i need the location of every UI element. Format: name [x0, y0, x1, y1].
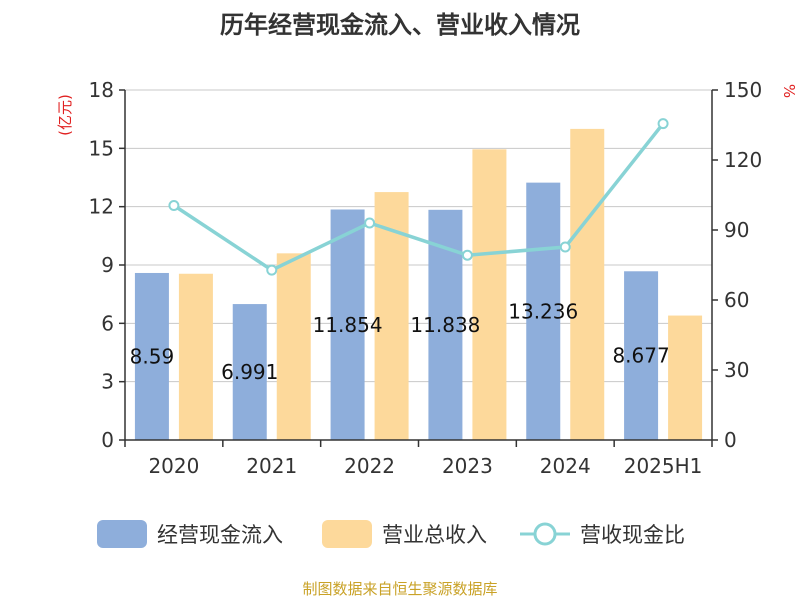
grid-lines: [125, 89, 712, 383]
legend-marker: [533, 522, 557, 546]
right-tick-label: 150: [724, 78, 762, 102]
data-label: 11.838: [410, 313, 480, 337]
left-axis-unit: (亿元): [56, 94, 74, 136]
x-tick-label: 2021: [246, 454, 297, 478]
ratio-point: [559, 241, 571, 253]
legend-label: 经营现金流入: [157, 523, 283, 547]
bar-cash-inflow: [526, 182, 561, 440]
legend-swatch: [322, 520, 372, 548]
axes: 0 3 6 9 12 15 18 0 30 60 90 120 150 2020 2021 2022 2023 2…: [89, 78, 763, 478]
bar-revenue: [668, 315, 703, 440]
x-tick-label: 2025H1: [624, 454, 703, 478]
bar-cash-inflow: [134, 272, 169, 440]
ratio-line: [172, 122, 665, 273]
ratio-point: [364, 217, 376, 229]
bar-cash-inflow: [624, 271, 659, 440]
left-tick-label: 3: [101, 370, 114, 394]
right-axis-unit: %: [780, 84, 798, 98]
ratio-point: [461, 249, 473, 261]
data-label: 8.59: [130, 344, 175, 368]
left-tick-label: 9: [101, 253, 114, 277]
right-tick-label: 30: [724, 358, 749, 382]
left-tick-label: 18: [89, 78, 114, 102]
bar-revenue: [570, 128, 605, 440]
left-tick-label: 15: [89, 136, 114, 160]
left-tick-label: 0: [101, 428, 114, 452]
legend-swatch: [97, 520, 147, 548]
legend-label: 营业总收入: [382, 523, 487, 547]
line-series: [168, 118, 669, 276]
data-label: 8.677: [612, 344, 669, 368]
right-tick-label: 0: [724, 428, 737, 452]
data-label: 13.236: [508, 299, 578, 323]
bar-cash-inflow: [232, 304, 267, 440]
bar-cash-inflow: [330, 209, 365, 440]
ratio-point: [266, 264, 278, 276]
x-tick-label: 2022: [344, 454, 395, 478]
bar-revenue: [472, 149, 507, 441]
x-tick-label: 2024: [540, 454, 591, 478]
right-tick-label: 60: [724, 288, 749, 312]
bar-series: [134, 128, 703, 441]
ratio-point: [657, 118, 669, 130]
legend: 经营现金流入 营业总收入 营收现金比: [97, 520, 685, 548]
data-label: 11.854: [313, 313, 383, 337]
bar-revenue: [178, 273, 213, 440]
x-tick-label: 2023: [442, 454, 493, 478]
legend-label: 营收现金比: [580, 523, 685, 547]
data-labels: 8.59 6.991 11.854 11.838 13.236 8.677: [130, 299, 670, 384]
x-tick-label: 2020: [148, 454, 199, 478]
left-tick-label: 12: [89, 195, 114, 219]
right-tick-label: 90: [724, 218, 749, 242]
source-note: 制图数据来自恒生聚源数据库: [302, 580, 497, 598]
ratio-point: [168, 200, 180, 211]
right-tick-label: 120: [724, 148, 762, 172]
data-label: 6.991: [221, 360, 278, 384]
bar-revenue: [276, 253, 311, 440]
chart-title: 历年经营现金流入、营业收入情况: [220, 11, 580, 39]
left-tick-label: 6: [101, 311, 114, 335]
